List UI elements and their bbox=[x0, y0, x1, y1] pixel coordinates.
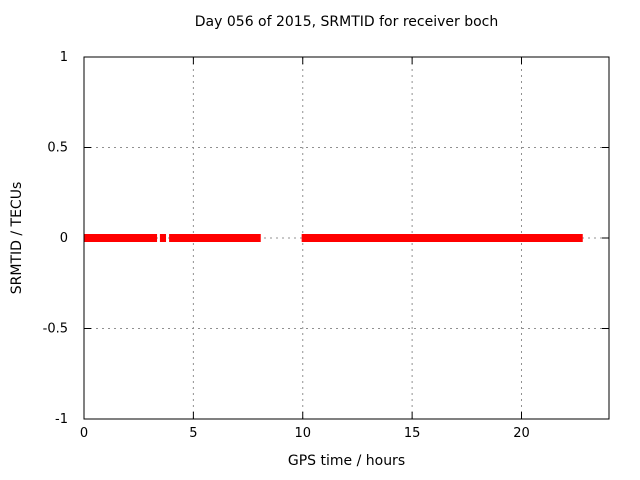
y-tick-label: -1 bbox=[55, 412, 68, 427]
x-tick-label: 0 bbox=[80, 426, 88, 441]
chart-title: Day 056 of 2015, SRMTID for receiver boc… bbox=[194, 14, 499, 30]
data-segment bbox=[169, 234, 261, 242]
x-tick-label: 15 bbox=[404, 426, 421, 441]
data-segment bbox=[301, 234, 583, 242]
y-tick-label: 0 bbox=[60, 231, 68, 246]
data-segment bbox=[84, 234, 158, 242]
y-tick-label: 1 bbox=[60, 50, 68, 65]
x-axis-label: GPS time / hours bbox=[287, 453, 406, 469]
data-segment bbox=[159, 234, 167, 242]
plot-border bbox=[83, 56, 610, 420]
y-tick-label: -0.5 bbox=[43, 322, 68, 337]
y-tick-label: 0.5 bbox=[47, 141, 68, 156]
x-tick-label: 10 bbox=[294, 426, 311, 441]
x-tick-label: 5 bbox=[189, 426, 197, 441]
x-tick-label: 20 bbox=[513, 426, 530, 441]
